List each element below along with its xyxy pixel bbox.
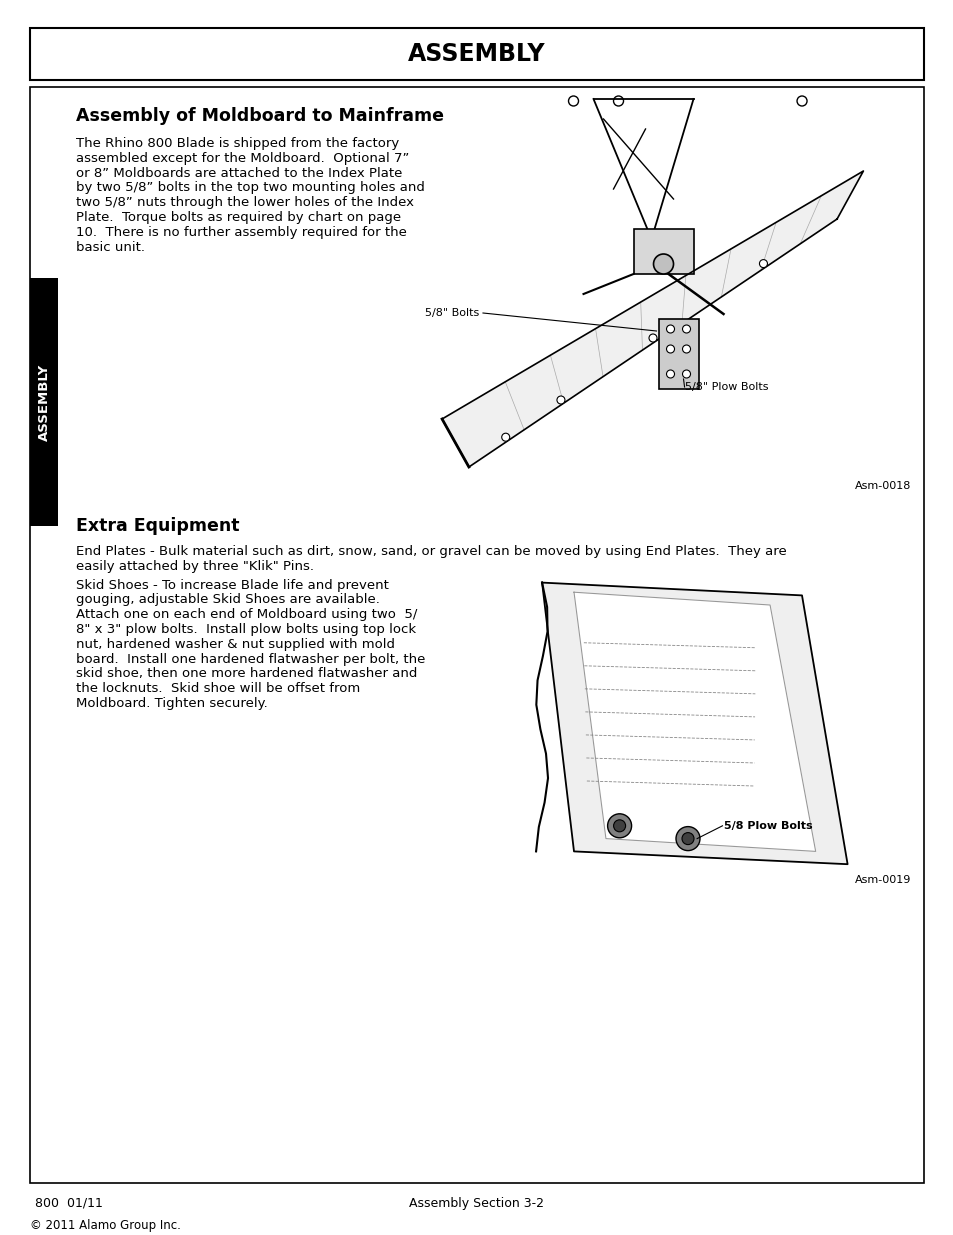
Circle shape — [648, 333, 657, 342]
Text: Asm-0018: Asm-0018 — [854, 480, 910, 492]
Text: Moldboard. Tighten securely.: Moldboard. Tighten securely. — [76, 697, 268, 710]
Text: gouging, adjustable Skid Shoes are available.: gouging, adjustable Skid Shoes are avail… — [76, 593, 379, 606]
Bar — [30, 28, 923, 80]
Circle shape — [666, 370, 674, 378]
Text: 5/8" Bolts: 5/8" Bolts — [424, 308, 478, 317]
Text: two 5/8” nuts through the lower holes of the Index: two 5/8” nuts through the lower holes of… — [76, 196, 414, 209]
Text: The Rhino 800 Blade is shipped from the factory: The Rhino 800 Blade is shipped from the … — [76, 137, 399, 149]
Circle shape — [759, 259, 766, 268]
Text: or 8” Moldboards are attached to the Index Plate: or 8” Moldboards are attached to the Ind… — [76, 167, 402, 179]
Circle shape — [681, 345, 690, 353]
Circle shape — [607, 814, 631, 837]
Circle shape — [501, 433, 509, 441]
Text: 5/8 Plow Bolts: 5/8 Plow Bolts — [723, 821, 812, 831]
Bar — [390, 99, 915, 499]
Text: by two 5/8” bolts in the top two mounting holes and: by two 5/8” bolts in the top two mountin… — [76, 182, 424, 194]
Text: Attach one on each end of Moldboard using two  5/: Attach one on each end of Moldboard usin… — [76, 608, 417, 621]
Circle shape — [681, 832, 693, 845]
Circle shape — [676, 826, 700, 851]
Circle shape — [681, 325, 690, 333]
Bar — [30, 86, 923, 1183]
Circle shape — [666, 345, 674, 353]
Bar — [658, 319, 698, 389]
Text: © 2011 Alamo Group Inc.: © 2011 Alamo Group Inc. — [30, 1219, 181, 1233]
Polygon shape — [441, 170, 862, 467]
Circle shape — [666, 325, 674, 333]
Text: Asm-0019: Asm-0019 — [854, 874, 910, 884]
Text: Extra Equipment: Extra Equipment — [76, 517, 239, 535]
Bar — [633, 228, 693, 274]
Text: assembled except for the Moldboard.  Optional 7”: assembled except for the Moldboard. Opti… — [76, 152, 409, 164]
Bar — [459, 569, 915, 889]
Text: Plate.  Torque bolts as required by chart on page: Plate. Torque bolts as required by chart… — [76, 211, 400, 224]
Text: 10.  There is no further assembly required for the: 10. There is no further assembly require… — [76, 226, 406, 238]
Text: 8" x 3" plow bolts.  Install plow bolts using top lock: 8" x 3" plow bolts. Install plow bolts u… — [76, 622, 416, 636]
Circle shape — [653, 254, 673, 274]
Text: Skid Shoes - To increase Blade life and prevent: Skid Shoes - To increase Blade life and … — [76, 579, 389, 592]
Text: Assembly of Moldboard to Mainframe: Assembly of Moldboard to Mainframe — [76, 107, 443, 125]
Text: 5/8" Plow Bolts: 5/8" Plow Bolts — [684, 382, 767, 391]
Text: ASSEMBLY: ASSEMBLY — [37, 363, 51, 441]
Text: the locknuts.  Skid shoe will be offset from: the locknuts. Skid shoe will be offset f… — [76, 682, 360, 695]
Polygon shape — [541, 583, 846, 864]
Text: basic unit.: basic unit. — [76, 241, 145, 253]
Text: easily attached by three "Klik" Pins.: easily attached by three "Klik" Pins. — [76, 559, 314, 573]
Circle shape — [681, 370, 690, 378]
Text: skid shoe, then one more hardened flatwasher and: skid shoe, then one more hardened flatwa… — [76, 667, 417, 680]
Text: Assembly Section 3-2: Assembly Section 3-2 — [409, 1197, 544, 1210]
Bar — [30, 278, 58, 526]
Circle shape — [557, 396, 564, 404]
Text: End Plates - Bulk material such as dirt, snow, sand, or gravel can be moved by u: End Plates - Bulk material such as dirt,… — [76, 545, 786, 558]
Polygon shape — [574, 593, 815, 851]
Text: nut, hardened washer & nut supplied with mold: nut, hardened washer & nut supplied with… — [76, 637, 395, 651]
Circle shape — [613, 820, 625, 832]
Text: board.  Install one hardened flatwasher per bolt, the: board. Install one hardened flatwasher p… — [76, 652, 425, 666]
Text: 800  01/11: 800 01/11 — [35, 1197, 103, 1210]
Text: ASSEMBLY: ASSEMBLY — [408, 42, 545, 65]
